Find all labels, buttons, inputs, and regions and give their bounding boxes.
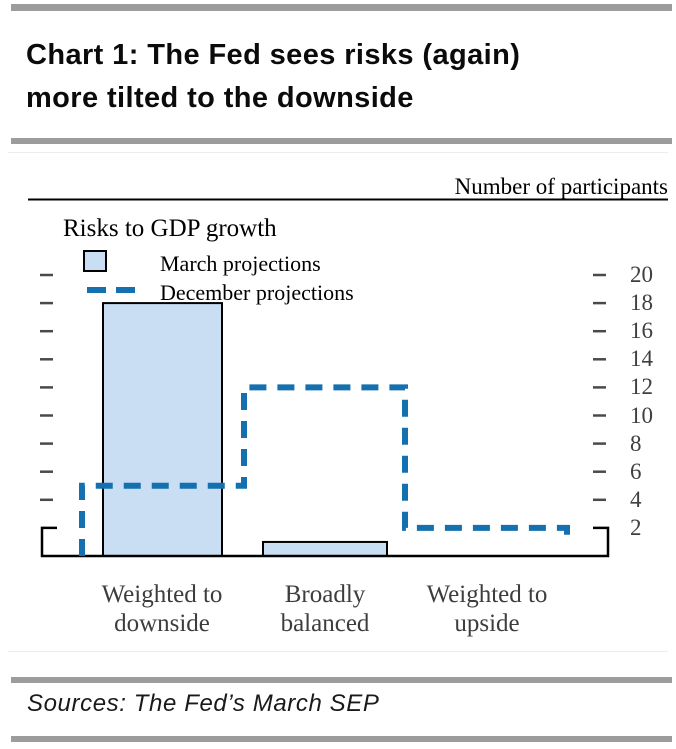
chart-area-top-edge	[8, 152, 668, 153]
y-tick-label-4: 4	[630, 486, 642, 512]
december-step-line	[79, 384, 570, 556]
chart-title: Chart 1: The Fed sees risks (again) more…	[26, 34, 520, 120]
legend-march-label: March projections	[160, 251, 321, 276]
category-label-0: Weighted to downside	[101, 581, 223, 637]
chart-title-line1: Chart 1: The Fed sees risks (again)	[26, 39, 521, 71]
legend-december-dash-icon	[87, 287, 106, 293]
y-tick-label-20: 20	[630, 262, 653, 287]
y-tick-label-2: 2	[630, 514, 642, 540]
y-tick-label-16: 16	[630, 318, 653, 344]
x-axis-baseline	[40, 526, 610, 558]
bottom-rule	[11, 736, 672, 742]
legend-december-dash-icon	[116, 287, 135, 293]
y-tick-label-10: 10	[630, 402, 653, 428]
sources-text: Sources: The Fed’s March SEP	[27, 690, 380, 717]
category-label-1: Broadly balanced	[280, 581, 370, 637]
y-tick-label-6: 6	[630, 458, 642, 484]
y-tick-label-18: 18	[630, 290, 653, 316]
y-tick-label-14: 14	[630, 346, 653, 372]
chart-title-line2: more tilted to the downside	[26, 82, 414, 114]
header-bottom-rule	[11, 138, 672, 144]
bar-1	[262, 540, 388, 558]
y-tick-label-8: 8	[630, 430, 642, 456]
category-label-2: Weighted to upside	[426, 581, 548, 637]
chart-area-bottom-edge	[8, 651, 668, 652]
legend-march-swatch	[83, 250, 107, 272]
legend-december-label: December projections	[160, 280, 354, 305]
top-rule	[11, 4, 672, 11]
y-axis-title: Number of participants	[454, 174, 668, 199]
bar-0	[102, 302, 223, 557]
y-tick-label-12: 12	[630, 374, 653, 400]
chart-subtitle: Risks to GDP growth	[63, 215, 277, 242]
sources-top-rule	[11, 677, 672, 683]
